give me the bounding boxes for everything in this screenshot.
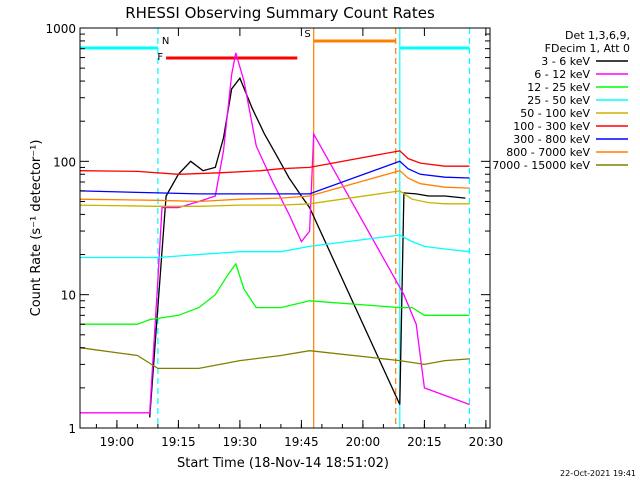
- series-line-1: [80, 52, 470, 414]
- legend-label-1: 6 - 12 keV: [534, 68, 590, 81]
- series-line-4: [79, 190, 470, 207]
- x-tick-label-6: 20:30: [469, 435, 504, 449]
- x-tick-label-4: 20:00: [346, 435, 381, 449]
- legend-label-8: 7000 - 15000 keV: [492, 159, 590, 172]
- series-lines: [79, 52, 470, 418]
- series-line-2: [80, 262, 470, 325]
- series-line-5: [79, 150, 470, 175]
- x-axis-ticks: 19:00 19:15 19:30 19:45 20:00 20:15 20:30: [95, 28, 504, 449]
- attenuator-flags: NF S: [80, 29, 470, 63]
- legend-label-3: 25 - 50 keV: [527, 94, 590, 107]
- vertical-markers: [157, 28, 471, 428]
- x-tick-label-2: 19:30: [223, 435, 258, 449]
- legend-label-2: 12 - 25 keV: [527, 81, 590, 94]
- legend-label-6: 300 - 800 keV: [513, 133, 590, 146]
- legend-label-5: 100 - 300 keV: [513, 120, 590, 133]
- y-tick-label-2: 100: [53, 155, 76, 169]
- flag-s-label: S: [304, 29, 310, 40]
- plot-frame: [79, 27, 491, 429]
- x-tick-label-5: 20:15: [407, 435, 442, 449]
- legend-title-line-1: FDecim 1, Att 0: [545, 42, 630, 55]
- y-axis-label: Count Rate (s⁻¹ detector⁻¹): [29, 140, 44, 317]
- legend-title-line-0: Det 1,3,6,9,: [565, 29, 630, 42]
- x-tick-label-3: 19:45: [284, 435, 319, 449]
- y-tick-label-3: 1000: [45, 22, 76, 36]
- x-axis-label: Start Time (18-Nov-14 18:51:02): [177, 456, 389, 471]
- series-line-3: [80, 234, 470, 259]
- y-axis-ticks: 1 10 100 1000: [45, 22, 490, 436]
- series-line-0: [149, 76, 466, 418]
- series-line-8: [79, 347, 470, 370]
- series-line-7: [79, 169, 470, 203]
- flag-f-label: F: [157, 52, 163, 63]
- legend-label-7: 800 - 7000 keV: [506, 146, 590, 159]
- legend-label-0: 3 - 6 keV: [541, 55, 590, 68]
- legend-label-4: 50 - 100 keV: [520, 107, 590, 120]
- series-line-6: [79, 160, 470, 195]
- x-tick-label-0: 19:00: [100, 435, 135, 449]
- timestamp-footer: 22-Oct-2021 19:41: [560, 469, 636, 478]
- x-tick-label-1: 19:15: [161, 435, 196, 449]
- chart-title: RHESSI Observing Summary Count Rates: [125, 4, 435, 22]
- y-tick-label-0: 1: [68, 422, 76, 436]
- y-tick-label-1: 10: [61, 289, 76, 303]
- flag-n-label: N: [162, 36, 169, 47]
